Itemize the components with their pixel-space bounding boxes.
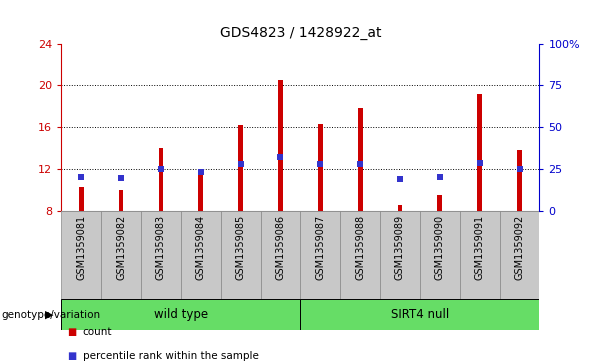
- Bar: [61, 211, 101, 299]
- Title: GDS4823 / 1428922_at: GDS4823 / 1428922_at: [219, 26, 381, 40]
- Text: GSM1359092: GSM1359092: [514, 215, 525, 280]
- Text: SIRT4 null: SIRT4 null: [390, 309, 449, 321]
- Bar: [181, 211, 221, 299]
- Bar: [340, 211, 380, 299]
- Text: GSM1359090: GSM1359090: [435, 215, 445, 280]
- Bar: [61, 299, 300, 330]
- Text: GSM1359083: GSM1359083: [156, 215, 166, 280]
- Bar: [101, 211, 141, 299]
- Text: GSM1359081: GSM1359081: [76, 215, 86, 280]
- Text: GSM1359084: GSM1359084: [196, 215, 206, 280]
- Bar: [119, 189, 123, 211]
- Bar: [358, 108, 362, 211]
- Text: GSM1359089: GSM1359089: [395, 215, 405, 280]
- Text: count: count: [83, 327, 112, 337]
- Text: GSM1359087: GSM1359087: [315, 215, 326, 280]
- Bar: [500, 211, 539, 299]
- Text: GSM1359082: GSM1359082: [116, 215, 126, 280]
- Bar: [199, 173, 203, 211]
- Bar: [261, 211, 300, 299]
- Bar: [438, 195, 442, 211]
- Text: genotype/variation: genotype/variation: [1, 310, 101, 320]
- Bar: [398, 205, 402, 211]
- Text: wild type: wild type: [154, 309, 208, 321]
- Text: GSM1359086: GSM1359086: [275, 215, 286, 280]
- Bar: [420, 211, 460, 299]
- Bar: [141, 211, 181, 299]
- Text: GSM1359085: GSM1359085: [235, 215, 246, 280]
- Bar: [460, 211, 500, 299]
- Bar: [238, 125, 243, 211]
- Text: ■: ■: [67, 327, 77, 337]
- Bar: [221, 211, 261, 299]
- Text: GSM1359088: GSM1359088: [355, 215, 365, 280]
- Bar: [278, 80, 283, 211]
- Bar: [318, 124, 322, 211]
- Text: ■: ■: [67, 351, 77, 361]
- Bar: [79, 187, 83, 211]
- Bar: [380, 211, 420, 299]
- Bar: [159, 148, 163, 211]
- Bar: [478, 94, 482, 211]
- Text: ▶: ▶: [45, 310, 54, 320]
- Bar: [300, 211, 340, 299]
- Bar: [300, 299, 539, 330]
- Text: percentile rank within the sample: percentile rank within the sample: [83, 351, 259, 361]
- Bar: [517, 150, 522, 211]
- Text: GSM1359091: GSM1359091: [474, 215, 485, 280]
